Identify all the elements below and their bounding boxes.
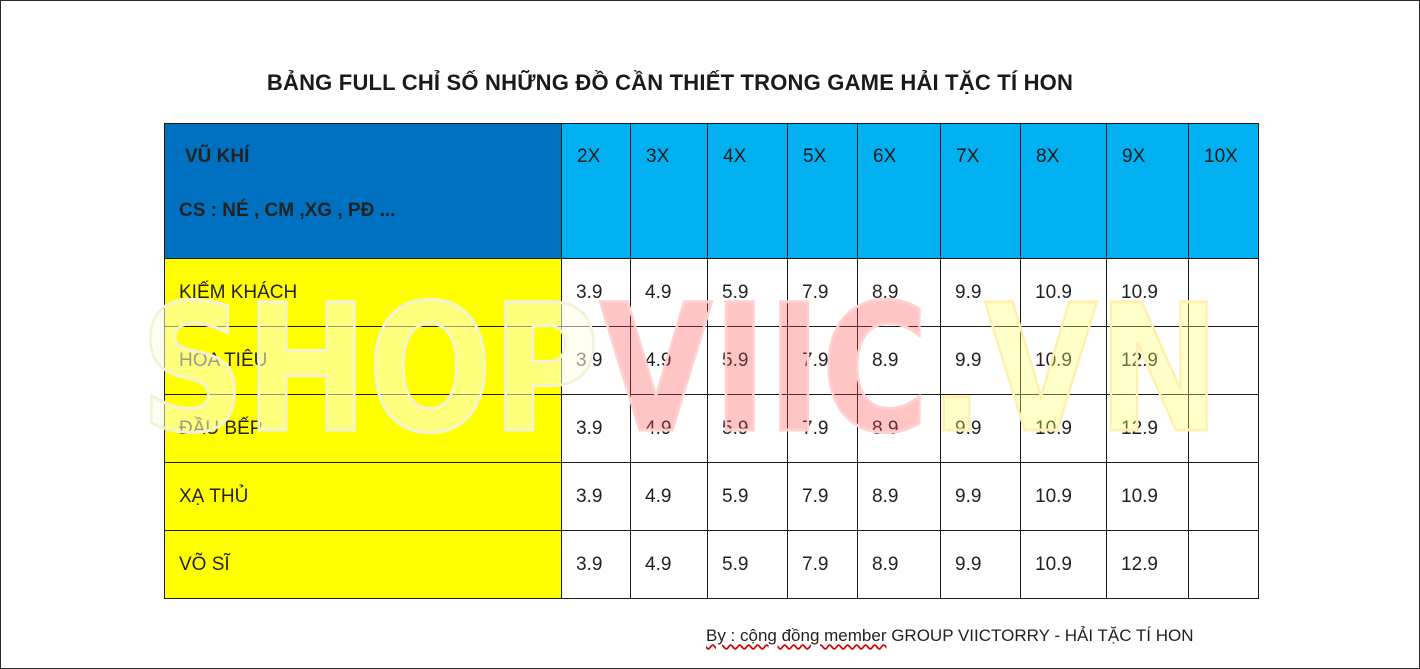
value-cell: 9.9 <box>940 462 1021 531</box>
value-cell: 12.9 <box>1106 394 1189 463</box>
value-cell: 10.9 <box>1106 462 1189 531</box>
value-cell <box>1188 326 1259 395</box>
table-row: ĐẦU BẾP 3.9 4.9 5.9 7.9 8.9 9.9 10.9 12.9 <box>164 394 1259 463</box>
value-cell: 10.9 <box>1020 326 1107 395</box>
table-header-row: VŨ KHÍ CS : NÉ , CM ,XG , PĐ ... 2X 3X 4X 5… <box>164 123 1259 259</box>
value-cell: 10.9 <box>1020 258 1107 327</box>
value-cell: 10.9 <box>1106 258 1189 327</box>
credit-prefix: By : cộng đồng member <box>706 626 887 645</box>
table-row: HOA TIÊU 3.9 4.9 5.9 7.9 8.9 9.9 10.9 12.9 <box>164 326 1259 395</box>
header-col-4x: 4X <box>707 123 788 259</box>
header-col-8x: 8X <box>1020 123 1107 259</box>
header-col-label: 10X <box>1204 146 1238 167</box>
value-cell: 4.9 <box>630 394 708 463</box>
value-cell: 4.9 <box>630 258 708 327</box>
value-cell <box>1188 258 1259 327</box>
row-label: VÕ SĨ <box>164 530 562 599</box>
value-cell: 8.9 <box>857 326 941 395</box>
value-cell: 4.9 <box>630 530 708 599</box>
table-row: VÕ SĨ 3.9 4.9 5.9 7.9 8.9 9.9 10.9 12.9 <box>164 530 1259 599</box>
row-label: HOA TIÊU <box>164 326 562 395</box>
value-cell: 5.9 <box>707 462 788 531</box>
value-cell <box>1188 462 1259 531</box>
value-cell: 10.9 <box>1020 462 1107 531</box>
header-col-6x: 6X <box>857 123 941 259</box>
header-col-7x: 7X <box>940 123 1021 259</box>
value-cell: 7.9 <box>787 326 858 395</box>
value-cell: 7.9 <box>787 258 858 327</box>
header-col-label: 2X <box>577 146 601 167</box>
header-col-label: 8X <box>1036 146 1060 167</box>
stats-table: VŨ KHÍ CS : NÉ , CM ,XG , PĐ ... 2X 3X 4X 5… <box>164 123 1259 599</box>
value-cell: 9.9 <box>940 326 1021 395</box>
value-cell: 3.9 <box>561 326 631 395</box>
value-cell: 4.9 <box>630 462 708 531</box>
value-cell: 12.9 <box>1106 530 1189 599</box>
value-cell: 3.9 <box>561 462 631 531</box>
value-cell: 7.9 <box>787 530 858 599</box>
value-cell: 12.9 <box>1106 326 1189 395</box>
page-title: BẢNG FULL CHỈ SỐ NHỮNG ĐỒ CẦN THIẾT TRON… <box>266 70 1074 95</box>
header-col-label: 6X <box>873 146 897 167</box>
header-col-2x: 2X <box>561 123 631 259</box>
table-row: KIẾM KHÁCH 3.9 4.9 5.9 7.9 8.9 9.9 10.9 10.9 <box>164 258 1259 327</box>
header-col-label: 9X <box>1122 146 1146 167</box>
table-row: XẠ THỦ 3.9 4.9 5.9 7.9 8.9 9.9 10.9 10.9 <box>164 462 1259 531</box>
value-cell <box>1188 530 1259 599</box>
credit-suffix: GROUP VIICTORRY - HẢI TẶC TÍ HON <box>886 626 1194 645</box>
value-cell: 5.9 <box>707 530 788 599</box>
header-col-label: 5X <box>803 146 827 167</box>
value-cell: 5.9 <box>707 394 788 463</box>
header-stats-label: CS : NÉ , CM ,XG , PĐ ... <box>179 200 396 221</box>
value-cell: 5.9 <box>707 326 788 395</box>
credit-line: By : cộng đồng member GROUP VIICTORRY - … <box>706 626 1194 646</box>
header-col-10x: 10X <box>1188 123 1259 259</box>
value-cell: 5.9 <box>707 258 788 327</box>
header-col-label: 4X <box>723 146 747 167</box>
header-col-3x: 3X <box>630 123 708 259</box>
value-cell <box>1188 394 1259 463</box>
value-cell: 9.9 <box>940 258 1021 327</box>
header-weapon-cell: VŨ KHÍ CS : NÉ , CM ,XG , PĐ ... <box>164 123 562 259</box>
header-col-5x: 5X <box>787 123 858 259</box>
value-cell: 10.9 <box>1020 530 1107 599</box>
value-cell: 4.9 <box>630 326 708 395</box>
value-cell: 9.9 <box>940 394 1021 463</box>
header-weapon-label: VŨ KHÍ <box>185 146 250 167</box>
header-col-9x: 9X <box>1106 123 1189 259</box>
row-label: XẠ THỦ <box>164 462 562 531</box>
value-cell: 3.9 <box>561 258 631 327</box>
value-cell: 8.9 <box>857 530 941 599</box>
value-cell: 8.9 <box>857 462 941 531</box>
value-cell: 7.9 <box>787 462 858 531</box>
value-cell: 3.9 <box>561 394 631 463</box>
value-cell: 3.9 <box>561 530 631 599</box>
value-cell: 10.9 <box>1020 394 1107 463</box>
value-cell: 9.9 <box>940 530 1021 599</box>
value-cell: 8.9 <box>857 394 941 463</box>
row-label: KIẾM KHÁCH <box>164 258 562 327</box>
value-cell: 8.9 <box>857 258 941 327</box>
value-cell: 7.9 <box>787 394 858 463</box>
row-label: ĐẦU BẾP <box>164 394 562 463</box>
header-col-label: 3X <box>646 146 670 167</box>
header-col-label: 7X <box>956 146 980 167</box>
